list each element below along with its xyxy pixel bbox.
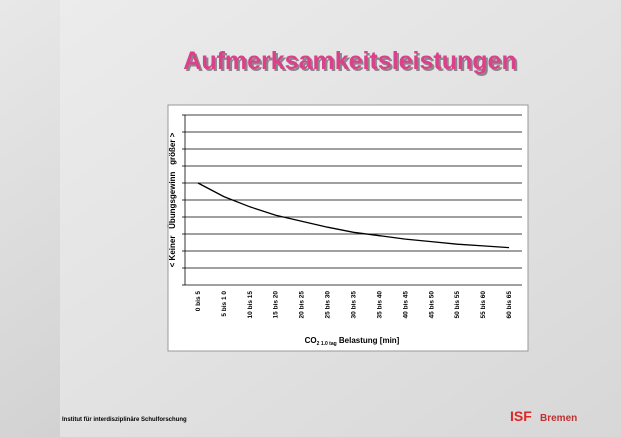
x-label-rest: Belastung [min] bbox=[337, 336, 400, 345]
x-tick-label: 20 bis 25 bbox=[299, 291, 306, 319]
logo-main: ISF bbox=[510, 408, 532, 424]
x-tick-label: 50 bis 55 bbox=[454, 291, 461, 319]
x-tick-label: 15 bis 20 bbox=[273, 291, 280, 319]
x-tick-label: 5 bis 1 0 bbox=[221, 291, 228, 317]
x-tick-label: 30 bis 35 bbox=[351, 291, 358, 319]
y-axis-label: < Keiner Übungsgewinn größer > bbox=[168, 132, 177, 267]
x-tick-label: 0 bis 5 bbox=[195, 291, 202, 312]
x-label-subscript: 2 1.0 tag bbox=[317, 341, 337, 347]
x-tick-label: 45 bis 50 bbox=[428, 291, 435, 319]
x-tick-label: 60 bis 65 bbox=[506, 291, 513, 319]
logo-city: Bremen bbox=[540, 413, 577, 424]
chart-title: Aufmerksamkeitsleistungen bbox=[183, 47, 516, 75]
x-tick-label: 40 bis 45 bbox=[402, 291, 409, 319]
x-label-main: CO bbox=[305, 336, 317, 345]
footer-institute: Institut für interdisziplinäre Schulfors… bbox=[62, 417, 187, 423]
x-tick-label: 55 bis 60 bbox=[480, 291, 487, 319]
x-tick-label: 35 bis 40 bbox=[376, 291, 383, 319]
x-tick-label: 10 bis 15 bbox=[247, 291, 254, 319]
slide: Aufmerksamkeitsleistungen Aufmerksamkeit… bbox=[0, 0, 621, 437]
x-tick-label: 25 bis 30 bbox=[325, 291, 332, 319]
